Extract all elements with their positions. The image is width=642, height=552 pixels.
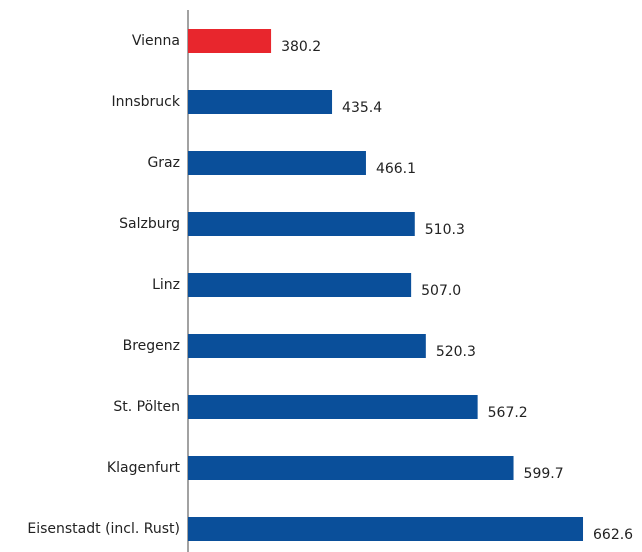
category-label: Eisenstadt (incl. Rust)	[27, 521, 180, 537]
bar	[188, 29, 272, 53]
value-label: 466.1	[376, 161, 416, 177]
bar	[188, 90, 333, 114]
value-label: 520.3	[436, 344, 476, 360]
category-label: Linz	[152, 277, 180, 293]
bar	[188, 212, 415, 236]
bar	[188, 334, 426, 358]
category-label: Graz	[147, 155, 180, 171]
value-label: 599.7	[524, 466, 564, 482]
bar	[188, 273, 412, 297]
value-label: 435.4	[342, 100, 382, 116]
bar	[188, 151, 366, 175]
category-label: Salzburg	[119, 216, 180, 232]
bar	[188, 395, 478, 419]
value-label: 507.0	[421, 283, 461, 299]
category-label: Innsbruck	[112, 94, 181, 110]
category-label: Bregenz	[123, 338, 180, 354]
bar	[188, 456, 514, 480]
value-label: 380.2	[281, 39, 321, 55]
category-label: St. Pölten	[113, 399, 180, 415]
bar	[188, 517, 584, 541]
category-label: Klagenfurt	[107, 460, 181, 476]
value-label: 510.3	[425, 222, 465, 238]
value-label: 662.6	[593, 527, 633, 543]
category-label: Vienna	[132, 33, 180, 49]
value-label: 567.2	[488, 405, 528, 421]
